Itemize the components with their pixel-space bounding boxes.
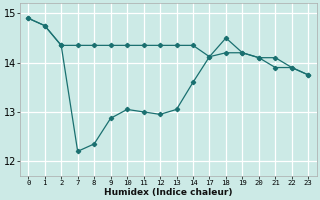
X-axis label: Humidex (Indice chaleur): Humidex (Indice chaleur) bbox=[104, 188, 233, 197]
